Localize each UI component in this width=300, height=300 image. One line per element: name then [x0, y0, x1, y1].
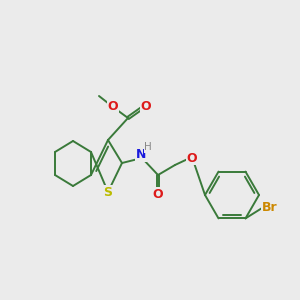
Text: O: O [187, 152, 197, 164]
Text: O: O [108, 100, 118, 113]
Text: O: O [141, 100, 151, 112]
Text: H: H [144, 142, 152, 152]
Text: Br: Br [262, 201, 277, 214]
Text: O: O [153, 188, 163, 200]
Text: S: S [103, 185, 112, 199]
Text: N: N [136, 148, 146, 161]
